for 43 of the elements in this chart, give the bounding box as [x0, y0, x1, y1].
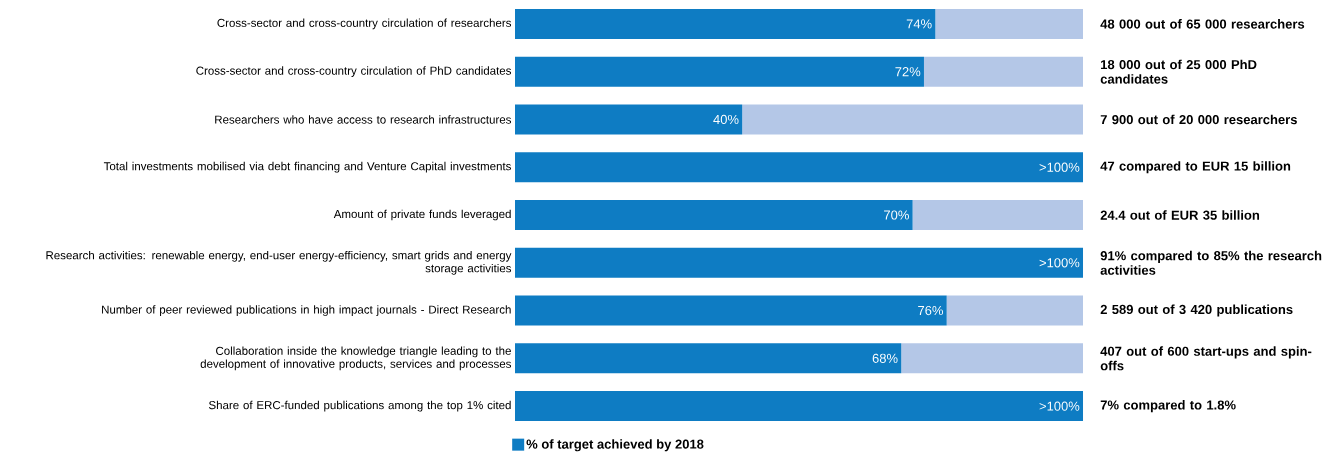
- y-tick-label: Research activities: renewable energy, end-user energy-efficiency, smart grids and energy storage activities: [46, 250, 512, 275]
- text: 18 000 out of 25 000 PhD candidates: [1100, 59, 1257, 84]
- data-label: 74%: [906, 19, 932, 29]
- bar: [515, 247, 1084, 278]
- bar: [515, 8, 936, 39]
- data-label: 68%: [872, 353, 898, 363]
- bar: [515, 104, 743, 135]
- bar: [901, 343, 1084, 374]
- text: 48 000 out of 65 000 researchers: [1100, 19, 1305, 29]
- data-label: >100%: [1039, 162, 1080, 172]
- bar: [946, 295, 1084, 326]
- y-tick-label: Total investments mobilised via debt financing and Venture Capital investments: [103, 161, 511, 173]
- bar: [515, 152, 1084, 183]
- text: 2 589 out of 3 420 publications: [1100, 304, 1293, 317]
- data-label: >100%: [1039, 258, 1080, 268]
- text: 7 900 out of 20 000 researchers: [1100, 114, 1297, 125]
- data-label: 40%: [713, 114, 739, 125]
- y-tick-label: Number of peer reviewed publications in high impact journals - Direct Research: [102, 305, 511, 316]
- bar: [515, 295, 947, 326]
- bar: [742, 104, 1084, 135]
- bar: [515, 200, 913, 230]
- bar: [912, 200, 1084, 230]
- bar: [515, 56, 924, 87]
- text: 7% compared to 1.8%: [1100, 400, 1236, 413]
- text: 91% compared to 85% the research activities: [1100, 250, 1322, 275]
- y-tick-label: Amount of private funds leveraged: [333, 209, 511, 221]
- y-tick-label: Share of ERC-funded publications among the top 1% cited: [208, 400, 511, 412]
- data-label: 72%: [895, 67, 921, 77]
- bar: [935, 8, 1084, 39]
- y-tick-label: Cross-sector and cross-country circulation of researchers: [217, 18, 512, 30]
- legend-label: % of target achieved by 2018: [526, 439, 704, 452]
- bar: [515, 391, 1084, 422]
- text: 47 compared to EUR 15 billion: [1100, 161, 1291, 174]
- y-tick-label: Collaboration inside the knowledge triangle leading to the development of innovative products, services and processes: [200, 346, 511, 371]
- data-label: >100%: [1039, 401, 1080, 411]
- data-label: 70%: [884, 210, 909, 220]
- bar: [923, 56, 1084, 87]
- y-tick-label: Researchers who have access to research infrastructures: [215, 115, 512, 124]
- text: 24.4 out of EUR 35 billion: [1100, 210, 1260, 220]
- y-tick-label: Cross-sector and cross-country circulation of PhD candidates: [196, 66, 511, 78]
- bar: [515, 343, 902, 374]
- text: 407 out of 600 start-ups and spin-offs: [1100, 346, 1312, 371]
- data-label: 76%: [918, 305, 944, 316]
